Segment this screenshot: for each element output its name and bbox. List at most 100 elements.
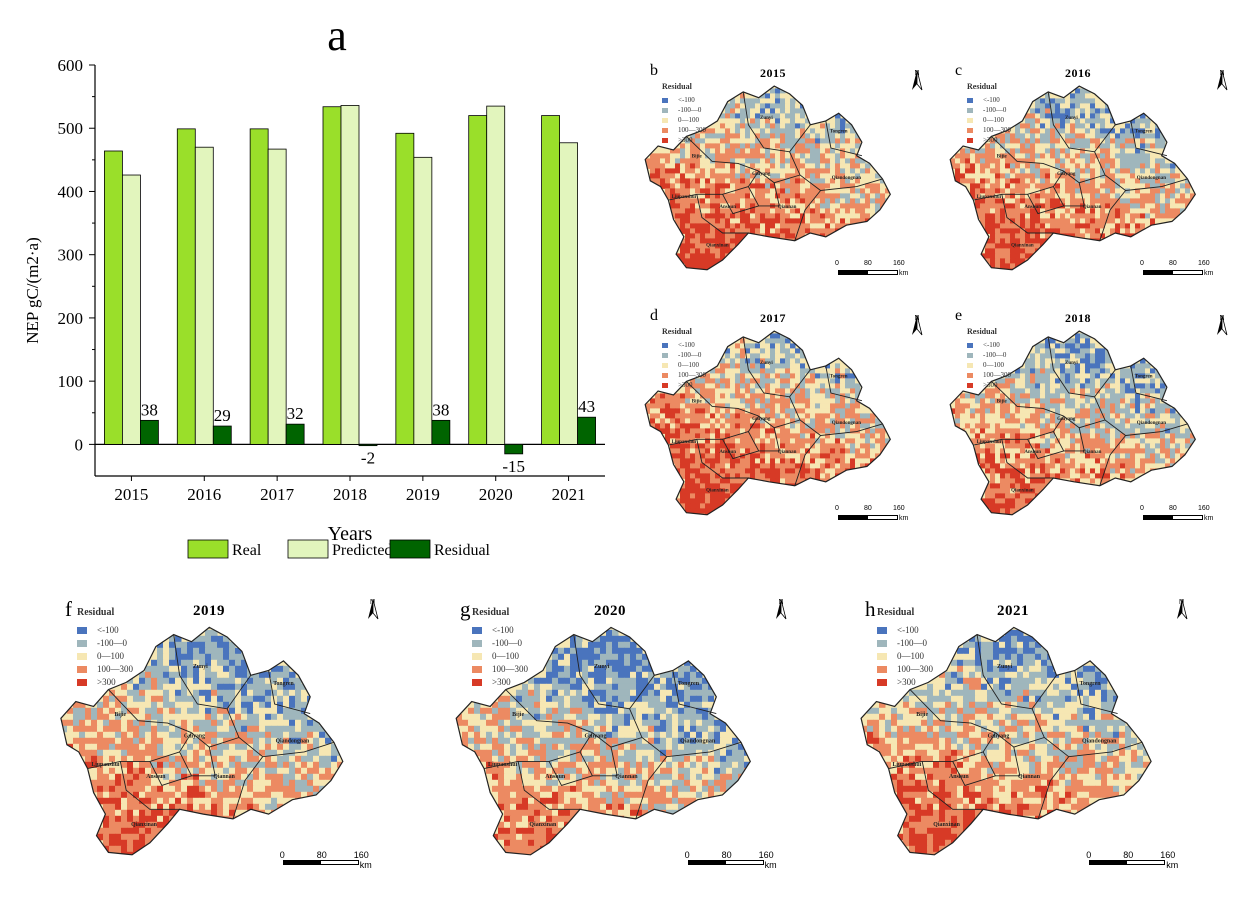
raster-cell xyxy=(700,153,706,159)
raster-cell xyxy=(870,448,876,454)
raster-cell xyxy=(715,193,721,199)
raster-cell xyxy=(840,168,846,174)
raster-cell xyxy=(1140,468,1146,474)
raster-cell xyxy=(855,223,861,229)
raster-cell xyxy=(775,333,781,339)
raster-cell xyxy=(865,178,871,184)
legend-swatch-real xyxy=(187,539,229,559)
raster-cell xyxy=(247,683,254,691)
raster-cell xyxy=(865,418,871,424)
region-label: Qiannan xyxy=(1083,205,1102,210)
raster-cell xyxy=(705,438,711,444)
raster-cell xyxy=(133,707,140,715)
raster-cell xyxy=(795,198,801,204)
raster-cell xyxy=(1130,383,1136,389)
raster-cell xyxy=(1065,408,1071,414)
raster-cell xyxy=(1045,183,1051,189)
raster-cell xyxy=(1050,158,1056,164)
raster-cell xyxy=(1065,198,1071,204)
raster-cell xyxy=(151,683,158,691)
raster-cell xyxy=(725,433,731,439)
raster-cell xyxy=(720,438,726,444)
raster-cell xyxy=(850,413,856,419)
raster-cell xyxy=(840,183,846,189)
raster-cell xyxy=(700,258,706,264)
raster-cell xyxy=(205,665,212,673)
raster-cell xyxy=(1160,143,1166,149)
raster-cell xyxy=(780,408,786,414)
raster-cell xyxy=(1080,388,1086,394)
raster-cell xyxy=(735,188,741,194)
raster-cell xyxy=(980,423,986,429)
raster-cell xyxy=(1180,178,1186,184)
raster-cell xyxy=(775,198,781,204)
raster-cell xyxy=(1115,213,1121,219)
raster-cell xyxy=(730,478,736,484)
raster-cell xyxy=(730,393,736,399)
raster-cell xyxy=(860,428,866,434)
raster-cell xyxy=(1145,208,1151,214)
raster-cell xyxy=(810,413,816,419)
raster-cell xyxy=(825,198,831,204)
raster-cell xyxy=(1095,113,1101,119)
raster-cell xyxy=(755,408,761,414)
raster-cell xyxy=(825,188,831,194)
raster-cell xyxy=(790,428,796,434)
raster-cell xyxy=(1110,208,1116,214)
raster-cell xyxy=(199,689,206,697)
raster-cell xyxy=(1160,223,1166,229)
raster-cell xyxy=(1025,233,1031,239)
region-label: Guiyang xyxy=(752,417,771,422)
raster-cell xyxy=(850,433,856,439)
raster-cell xyxy=(805,458,811,464)
raster-cell xyxy=(1055,208,1061,214)
raster-cell xyxy=(800,468,806,474)
raster-cell xyxy=(1025,163,1031,169)
raster-cell xyxy=(1125,133,1131,139)
raster-cell xyxy=(1150,123,1156,129)
raster-cell xyxy=(820,418,826,424)
raster-cell xyxy=(775,353,781,359)
raster-cell xyxy=(1095,203,1101,209)
raster-cell xyxy=(1100,423,1106,429)
raster-cell xyxy=(695,408,701,414)
raster-cell xyxy=(815,453,821,459)
residual-data-label: -15 xyxy=(502,457,525,476)
raster-cell xyxy=(740,363,746,369)
raster-cell xyxy=(730,418,736,424)
raster-cell xyxy=(865,168,871,174)
raster-cell xyxy=(1035,483,1041,489)
raster-cell xyxy=(1005,253,1011,259)
raster-cell xyxy=(259,677,266,685)
raster-cell xyxy=(1075,118,1081,124)
raster-cell xyxy=(855,198,861,204)
raster-cell xyxy=(710,233,716,239)
raster-cell xyxy=(670,448,676,454)
raster-cell xyxy=(1020,218,1026,224)
raster-cell xyxy=(1070,213,1076,219)
raster-cell xyxy=(875,443,881,449)
raster-cell xyxy=(1040,368,1046,374)
raster-cell xyxy=(775,428,781,434)
raster-cell xyxy=(995,443,1001,449)
raster-cell xyxy=(735,438,741,444)
raster-cell xyxy=(1175,448,1181,454)
raster-cell xyxy=(670,173,676,179)
raster-cell xyxy=(865,193,871,199)
raster-cell xyxy=(145,683,152,691)
raster-cell xyxy=(695,153,701,159)
raster-cell xyxy=(1005,438,1011,444)
raster-cell xyxy=(1055,363,1061,369)
map-legend-item: <-100 xyxy=(967,341,1000,350)
raster-cell xyxy=(970,158,976,164)
raster-cell xyxy=(815,383,821,389)
raster-cell xyxy=(680,223,686,229)
raster-cell xyxy=(175,707,182,715)
raster-cell xyxy=(710,128,716,134)
raster-cell xyxy=(1045,438,1051,444)
raster-cell xyxy=(685,243,691,249)
raster-cell xyxy=(825,153,831,159)
raster-cell xyxy=(1000,188,1006,194)
raster-cell xyxy=(1150,368,1156,374)
raster-cell xyxy=(735,223,741,229)
